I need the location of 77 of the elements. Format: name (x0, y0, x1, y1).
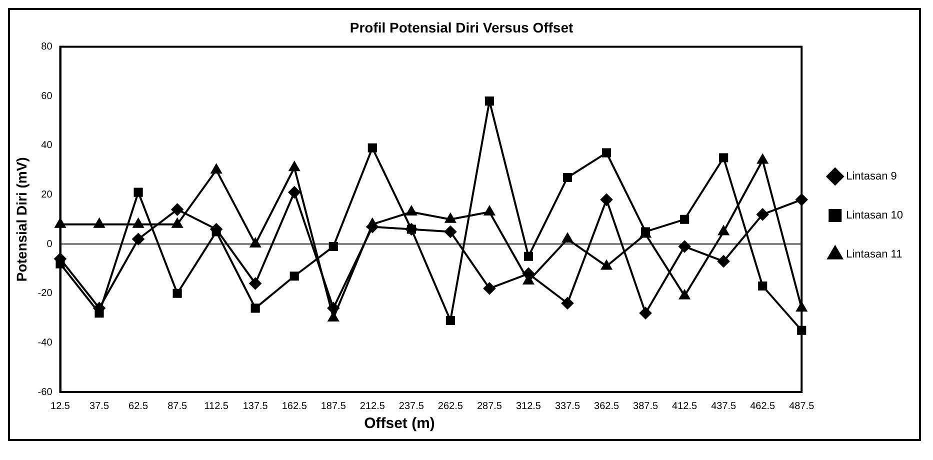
point (678, 240, 691, 253)
point (327, 302, 340, 314)
point (718, 226, 729, 236)
legend-label: Lintasan 11 (846, 248, 902, 261)
x-tick-label: 462.5 (750, 400, 776, 412)
chart-title: Profil Potensial Diri Versus Offset (350, 19, 574, 36)
point (134, 188, 143, 197)
y-tick-label: 20 (41, 189, 53, 200)
y-tick-label: -40 (38, 337, 53, 348)
point (444, 226, 456, 238)
point (289, 162, 300, 172)
point (406, 206, 417, 216)
point (368, 143, 377, 152)
point (172, 218, 183, 228)
point (719, 153, 728, 162)
point (172, 288, 182, 298)
x-tick-label: 112.5 (204, 400, 229, 412)
x-tick-label: 262.5 (438, 400, 464, 412)
point (445, 213, 456, 223)
point (94, 218, 105, 228)
x-axis-title: Offset (m) (363, 415, 436, 434)
x-tick-label: 187.5 (320, 400, 346, 412)
point (718, 255, 730, 268)
point (290, 272, 299, 281)
point (446, 316, 455, 326)
y-tick-label: -20 (38, 288, 53, 300)
point (250, 304, 260, 313)
point (132, 218, 144, 228)
y-tick-label: 80 (41, 42, 53, 53)
point (211, 164, 222, 174)
point (758, 281, 768, 291)
x-tick-label: 237.5 (398, 400, 424, 412)
point (484, 96, 494, 106)
point (562, 233, 573, 243)
point (288, 186, 300, 198)
legend-label: Lintasan 10 (846, 210, 904, 222)
x-tick-label: 87.5 (168, 400, 188, 412)
point (250, 238, 261, 248)
x-tick-label: 62.5 (128, 400, 148, 412)
x-tick-label: 287.5 (476, 400, 502, 412)
x-tick-label: 37.5 (90, 400, 110, 412)
point (171, 204, 184, 216)
point (328, 242, 338, 252)
point (640, 307, 652, 320)
point (679, 290, 690, 300)
point (328, 312, 339, 322)
point (641, 227, 650, 236)
x-tick-label: 362.5 (594, 400, 620, 412)
point (562, 172, 572, 182)
x-tick-label: 212.5 (360, 400, 386, 412)
point (132, 233, 144, 246)
y-tick-label: 0 (46, 238, 53, 250)
x-tick-label: 337.5 (554, 400, 580, 412)
x-tick-label: 137.5 (242, 400, 268, 412)
x-tick-label: 387.5 (633, 400, 658, 412)
point (249, 278, 262, 290)
point (601, 260, 612, 270)
x-tick-label: 162.5 (282, 400, 308, 412)
point (680, 214, 690, 224)
y-tick-label: 40 (41, 140, 53, 152)
point (483, 282, 496, 294)
point (524, 252, 534, 261)
x-tick-label: 487.5 (789, 400, 815, 412)
point (757, 154, 768, 164)
legend-label: Lintasan 9 (846, 170, 897, 183)
x-tick-label: 312.5 (516, 400, 542, 412)
x-tick-label: 412.5 (672, 400, 698, 412)
point (756, 208, 769, 220)
point (562, 297, 574, 310)
y-axis-title: Potensial Diri (mV) (13, 157, 30, 282)
point (602, 148, 612, 158)
x-tick-label: 12.5 (50, 400, 70, 412)
x-tick-label: 437.5 (711, 400, 737, 412)
y-tick-label: -60 (38, 386, 53, 398)
point (484, 206, 495, 216)
y-tick-label: 60 (41, 90, 53, 102)
point (600, 194, 613, 206)
